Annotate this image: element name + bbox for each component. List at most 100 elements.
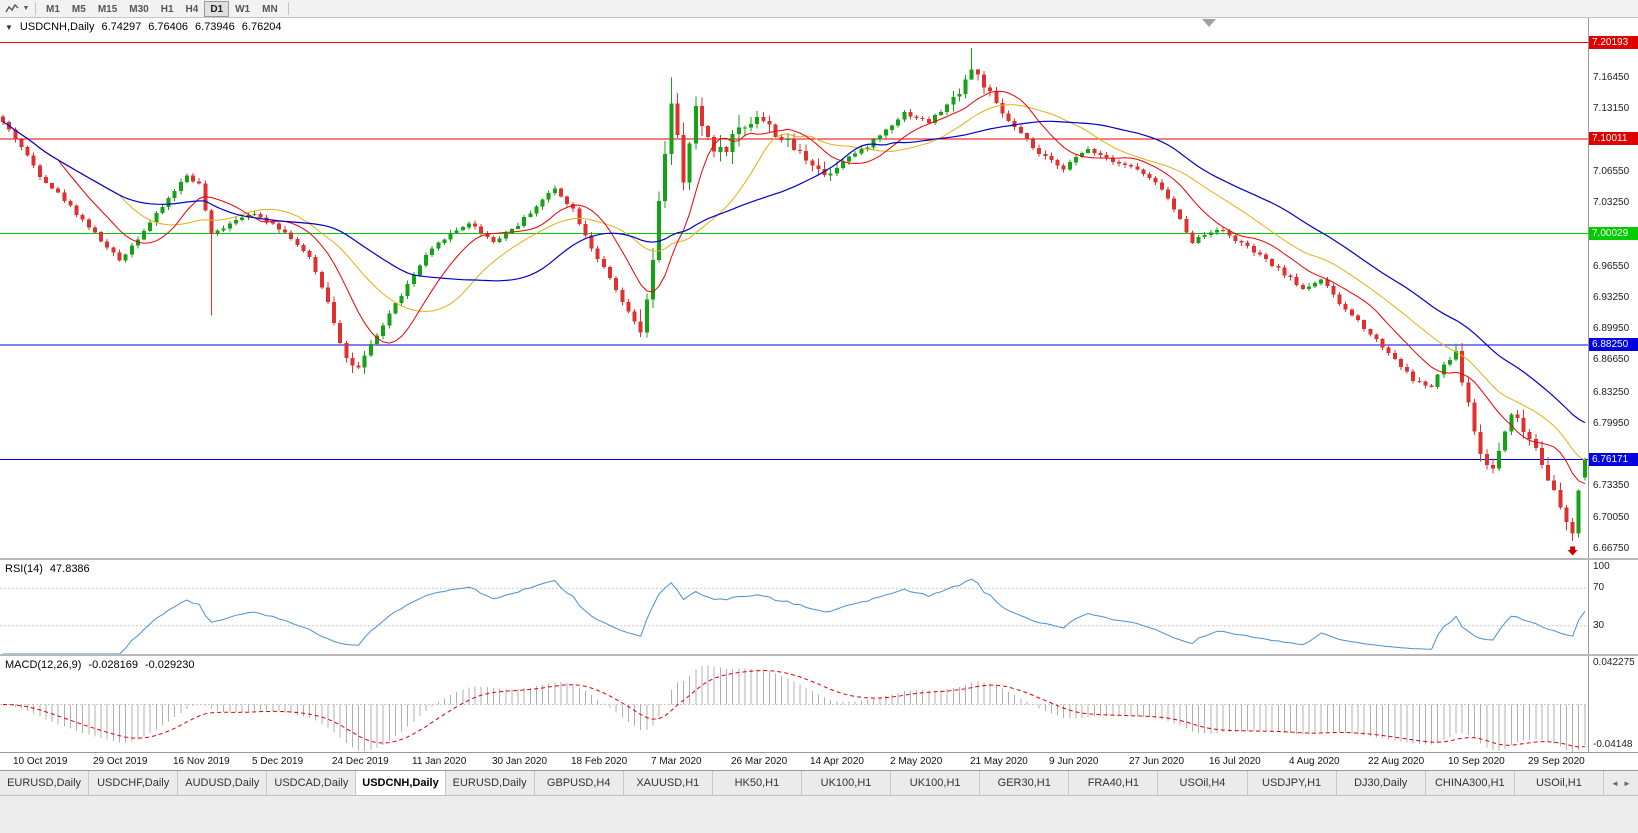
chart-tab-china300-h1[interactable]: CHINA300,H1 [1426, 771, 1515, 795]
toolbar-separator [287, 2, 289, 15]
price-axis-tick: 7.06550 [1593, 166, 1630, 177]
one-click-trading-icon[interactable]: ▼ [5, 22, 13, 32]
ohlc-high: 6.76406 [148, 21, 189, 33]
macd-chart-canvas[interactable] [0, 656, 1588, 752]
date-axis-label: 30 Jan 2020 [492, 756, 548, 767]
level-price-tag: 6.88250 [1589, 338, 1638, 351]
timeframe-button-w1[interactable]: W1 [235, 3, 251, 15]
date-axis-label: 10 Oct 2019 [13, 756, 68, 767]
chart-tab-uk100-h1[interactable]: UK100,H1 [802, 771, 892, 795]
date-axis-label: 5 Dec 2019 [252, 756, 304, 767]
rsi-line [3, 578, 1586, 654]
chart-type-icon[interactable] [3, 1, 21, 16]
chevron-down-icon[interactable]: ▼ [22, 5, 30, 12]
date-axis-label: 16 Nov 2019 [173, 756, 230, 767]
date-axis-label: 11 Jan 2020 [412, 756, 467, 767]
candlestick-series [1, 48, 1587, 541]
chart-tab-usdcnh-daily[interactable]: USDCNH,Daily [356, 771, 446, 795]
tab-scroll-controls: ◄ ► [1604, 771, 1638, 795]
chart-tab-xauusd-h1[interactable]: XAUUSD,H1 [624, 771, 713, 795]
chart-tab-eurusd-daily[interactable]: EURUSD,Daily [0, 771, 90, 795]
timeframe-button-m5[interactable]: M5 [71, 3, 86, 15]
chart-tab-uk100-h1[interactable]: UK100,H1 [891, 771, 981, 795]
sell-arrow-marker [1567, 546, 1578, 556]
price-axis-tick: 6.79950 [1593, 418, 1630, 429]
date-axis-label: 24 Dec 2019 [332, 756, 389, 767]
chart-tab-audusd-daily[interactable]: AUDUSD,Daily [178, 771, 268, 795]
horizontal-level-lines[interactable] [0, 42, 1588, 461]
macd-axis-tick: -0.04148 [1593, 739, 1633, 750]
macd-signal-value: -0.029230 [144, 659, 195, 671]
macd-axis-tick: 0.042275 [1593, 657, 1635, 668]
chart-tab-eurusd-daily[interactable]: EURUSD,Daily [446, 771, 535, 795]
rsi-chart-canvas[interactable] [0, 560, 1588, 654]
ohlc-open: 6.74297 [101, 21, 142, 33]
moving-average-lines [2, 90, 1586, 485]
timeframe-button-m1[interactable]: M1 [46, 3, 60, 15]
price-axis-tick: 6.73350 [1593, 480, 1630, 491]
chart-tab-usdcad-daily[interactable]: USDCAD,Daily [267, 771, 357, 795]
timeframe-button-d1[interactable]: D1 [204, 0, 230, 17]
status-bar [0, 795, 1638, 833]
price-axis-tick: 7.16450 [1593, 72, 1630, 83]
macd-axis[interactable]: 0.042275 -0.04148 [1588, 656, 1638, 752]
date-axis-label: 18 Feb 2020 [571, 756, 628, 767]
date-axis-label: 29 Oct 2019 [93, 756, 148, 767]
rsi-axis[interactable]: 100 70 30 [1588, 560, 1638, 654]
level-price-tag: 7.10011 [1589, 132, 1638, 145]
macd-main-value: -0.028169 [88, 659, 138, 671]
chart-tab-hk50-h1[interactable]: HK50,H1 [713, 771, 802, 795]
timeframe-button-m30[interactable]: M30 [129, 3, 149, 15]
timeframe-button-h1[interactable]: H1 [160, 3, 174, 15]
date-axis-label: 9 Jun 2020 [1049, 756, 1099, 767]
panel-splitter[interactable] [0, 654, 1638, 656]
price-axis-tick: 6.70050 [1593, 512, 1630, 523]
level-price-tag: 6.76171 [1589, 453, 1638, 466]
chart-tab-gbpusd-h4[interactable]: GBPUSD,H4 [535, 771, 624, 795]
level-price-tag: 7.00029 [1589, 227, 1638, 240]
price-axis-tick: 7.03250 [1593, 197, 1630, 208]
price-axis[interactable]: 7.16450 7.13150 7.06550 7.03250 6.96550 6.932… [1588, 18, 1638, 558]
price-axis-tick: 6.93250 [1593, 292, 1630, 303]
price-axis-tick: 6.83250 [1593, 387, 1630, 398]
rsi-name: RSI(14) [5, 563, 43, 575]
tab-scroll-left-icon[interactable]: ◄ [1611, 778, 1619, 788]
timeframe-button-mn[interactable]: MN [262, 3, 278, 15]
date-axis-label: 7 Mar 2020 [651, 756, 702, 767]
chart-tab-dj30-daily[interactable]: DJ30,Daily [1337, 771, 1426, 795]
macd-panel: MACD(12,26,9) -0.028169 -0.029230 0.0422… [0, 656, 1638, 752]
date-axis-label: 2 May 2020 [890, 756, 943, 767]
chart-tab-ger30-h1[interactable]: GER30,H1 [980, 771, 1070, 795]
timeframe-toolbar: ▼ M1 M5 M15 M30 H1 H4 D1 W1 MN [0, 0, 1638, 18]
macd-name: MACD(12,26,9) [5, 659, 82, 671]
toolbar-separator [35, 2, 36, 15]
tab-scroll-right-icon[interactable]: ► [1622, 778, 1631, 788]
main-chart-canvas[interactable] [0, 18, 1588, 558]
timeframe-button-h4[interactable]: H4 [185, 3, 199, 15]
date-axis-label: 16 Jul 2020 [1209, 756, 1261, 767]
ohlc-close: 6.76204 [241, 21, 282, 33]
ohlc-low: 6.73946 [195, 21, 235, 33]
chart-tab-usdjpy-h1[interactable]: USDJPY,H1 [1248, 771, 1337, 795]
rsi-axis-tick: 30 [1593, 620, 1605, 631]
price-axis-tick: 6.96550 [1593, 261, 1630, 272]
date-axis-label: 29 Sep 2020 [1528, 756, 1585, 767]
rsi-axis-tick: 100 [1593, 561, 1610, 572]
rsi-value: 47.8386 [49, 563, 90, 575]
panel-splitter[interactable] [0, 558, 1638, 560]
macd-label: MACD(12,26,9) -0.028169 -0.029230 [5, 659, 195, 671]
date-axis-label: 21 May 2020 [970, 756, 1028, 767]
date-axis-label: 22 Aug 2020 [1368, 756, 1425, 767]
chart-tab-fra40-h1[interactable]: FRA40,H1 [1069, 771, 1159, 795]
timeframe-button-m15[interactable]: M15 [97, 3, 118, 15]
time-axis[interactable]: 10 Oct 2019 29 Oct 2019 16 Nov 2019 5 Dec 2… [0, 752, 1638, 770]
price-axis-tick: 6.66750 [1593, 543, 1630, 554]
chart-ohlc-label: ▼ USDCNH,Daily 6.74297 6.76406 6.73946 6… [5, 21, 282, 33]
chart-tab-usdchf-daily[interactable]: USDCHF,Daily [89, 771, 179, 795]
chart-tab-usoil-h4[interactable]: USOil,H4 [1158, 771, 1248, 795]
price-axis-tick: 7.13150 [1593, 103, 1630, 114]
chart-tab-usoil-h1[interactable]: USOil,H1 [1515, 771, 1604, 795]
date-axis-label: 26 Mar 2020 [731, 756, 788, 767]
main-chart-panel: ▼ USDCNH,Daily 6.74297 6.76406 6.73946 6… [0, 18, 1638, 558]
